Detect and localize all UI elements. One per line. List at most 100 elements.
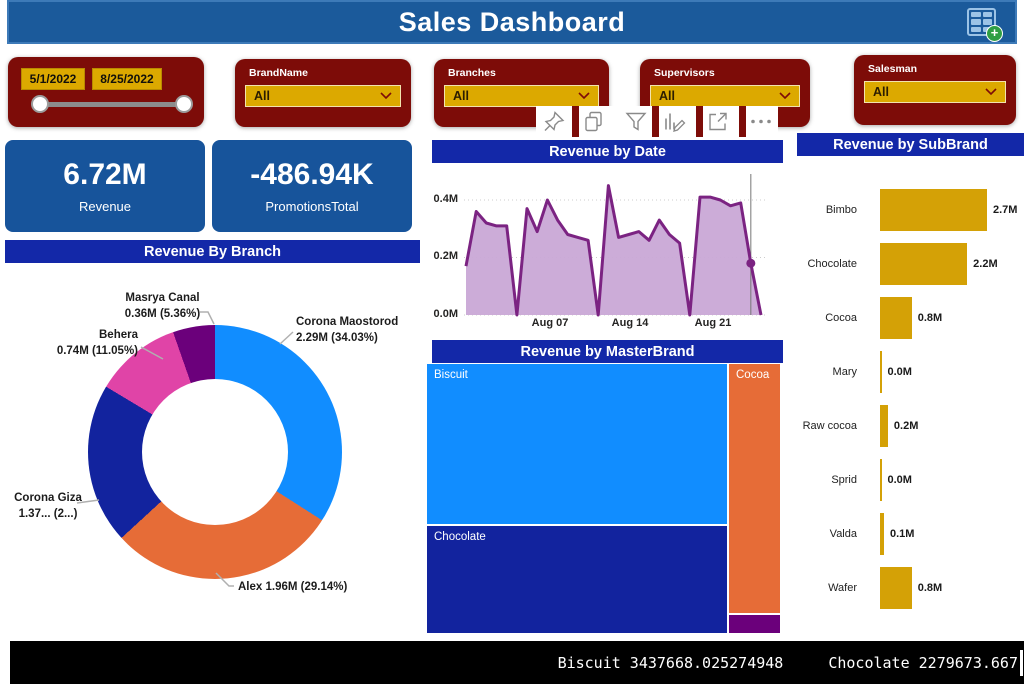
- bar-row-valda[interactable]: Valda 0.1M: [795, 507, 1024, 561]
- treemap-tile-other[interactable]: [729, 615, 780, 633]
- date-start-input[interactable]: 5/1/2022: [21, 68, 85, 90]
- bar-value: 2.7M: [993, 204, 1018, 216]
- more-options-icon[interactable]: [749, 109, 773, 134]
- slicer-branches-dropdown[interactable]: All: [444, 85, 599, 107]
- plus-badge-icon: +: [986, 25, 1003, 42]
- status-bar: Biscuit 3437668.025274948 Chocolate 2279…: [10, 641, 1024, 684]
- bar[interactable]: [880, 297, 912, 339]
- bar-chart-revenue-by-subbrand: Bimbo 2.7M Chocolate 2.2M Cocoa 0.8M Mar…: [795, 183, 1024, 615]
- page-title: Sales Dashboard: [398, 6, 626, 37]
- bar-value: 0.0M: [887, 474, 912, 486]
- header-bar: Sales Dashboard +: [7, 0, 1017, 44]
- x-axis-tick: Aug 14: [611, 317, 649, 329]
- donut-label-corona-maostorod: Corona Maostorod 2.29M (34.03%): [296, 316, 399, 344]
- slicer-supervisors-dropdown[interactable]: All: [650, 85, 800, 107]
- panel-title-revenue-by-masterbrand: Revenue by MasterBrand: [432, 340, 783, 363]
- status-item-biscuit: Biscuit 3437668.025274948: [557, 653, 784, 672]
- bar-row-chocolate[interactable]: Chocolate 2.2M: [795, 237, 1024, 291]
- bar-row-raw-cocoa[interactable]: Raw cocoa 0.2M: [795, 399, 1024, 453]
- bar-row-sprid[interactable]: Sprid 0.0M: [795, 453, 1024, 507]
- focus-mode-icon[interactable]: [706, 109, 730, 134]
- kpi-revenue-value: 6.72M: [63, 158, 147, 191]
- pin-icon[interactable]: [542, 109, 566, 134]
- bar-value: 0.8M: [917, 312, 943, 324]
- y-axis-tick: 0.4M: [433, 193, 458, 205]
- bar-category: Sprid: [831, 474, 857, 486]
- chevron-down-icon: [985, 88, 997, 96]
- donut-chart-revenue-by-branch[interactable]: [88, 325, 342, 579]
- bar-category: Wafer: [828, 582, 857, 594]
- slicer-salesman-label: Salesman: [868, 63, 918, 75]
- toolbar-gap: [652, 106, 659, 137]
- bar-row-wafer[interactable]: Wafer 0.8M: [795, 561, 1024, 615]
- slicer-brandname-dropdown[interactable]: All: [245, 85, 401, 107]
- bar-category: Valda: [829, 528, 857, 540]
- bar-value: 2.2M: [973, 258, 998, 270]
- x-axis-tick: Aug 07: [531, 317, 569, 329]
- slicer-salesman-value: All: [873, 85, 889, 99]
- bar[interactable]: [880, 405, 888, 447]
- area-chart-revenue-by-date[interactable]: [462, 168, 767, 328]
- text-cursor: [1020, 650, 1023, 676]
- slicer-branches-label: Branches: [448, 67, 496, 79]
- slicer-branches-value: All: [453, 89, 469, 103]
- donut-label-masrya-canal: Masrya Canal 0.36M (5.36%): [124, 292, 201, 320]
- status-item-chocolate: Chocolate 2279673.667: [828, 653, 1018, 672]
- bar-category: Raw cocoa: [802, 420, 857, 432]
- slicer-supervisors-value: All: [659, 89, 675, 103]
- chevron-down-icon: [380, 92, 392, 100]
- chevron-down-icon: [779, 92, 791, 100]
- kpi-promotions-value: -486.94K: [250, 158, 374, 191]
- y-axis-tick: 0.0M: [433, 308, 458, 320]
- slicer-brandname: BrandName All: [235, 59, 411, 127]
- bar-category: Bimbo: [825, 204, 857, 216]
- copy-icon[interactable]: [582, 109, 606, 134]
- bar[interactable]: [880, 243, 968, 285]
- slicer-brandname-label: BrandName: [249, 67, 308, 79]
- panel-title-revenue-by-branch: Revenue By Branch: [5, 240, 420, 263]
- filter-icon[interactable]: [624, 109, 648, 134]
- treemap-revenue-by-masterbrand: Biscuit Chocolate Cocoa: [427, 364, 780, 633]
- table-add-icon[interactable]: +: [967, 8, 1003, 42]
- bar-value: 0.1M: [889, 528, 915, 540]
- slicer-supervisors-label: Supervisors: [654, 67, 715, 79]
- bar-row-bimbo[interactable]: Bimbo 2.7M: [795, 183, 1024, 237]
- kpi-revenue-label: Revenue: [78, 199, 132, 214]
- bar[interactable]: [880, 513, 884, 555]
- date-slider-handle-end[interactable]: [175, 95, 193, 113]
- donut-label-alex: Alex 1.96M (29.14%): [238, 581, 348, 593]
- bar[interactable]: [880, 567, 912, 609]
- kpi-card-revenue: 6.72M Revenue: [5, 140, 205, 232]
- y-axis-tick: 0.2M: [433, 250, 458, 262]
- slicer-salesman: Salesman All: [854, 55, 1016, 125]
- bar-value: 0.8M: [917, 582, 943, 594]
- kpi-promotions-label: PromotionsTotal: [265, 199, 359, 214]
- bar-category: Mary: [832, 366, 857, 378]
- panel-title-revenue-by-date: Revenue by Date: [432, 140, 783, 163]
- visual-hover-toolbar: [536, 106, 778, 137]
- donut-label-corona-giza: Corona Giza 1.37... (2...): [14, 492, 82, 520]
- edit-chart-icon[interactable]: [662, 109, 686, 134]
- bar[interactable]: [880, 189, 987, 231]
- bar[interactable]: [880, 459, 882, 501]
- panel-title-revenue-by-subbrand: Revenue by SubBrand: [797, 133, 1024, 156]
- slicer-salesman-dropdown[interactable]: All: [864, 81, 1006, 103]
- toolbar-gap: [696, 106, 703, 137]
- treemap-tile-chocolate[interactable]: Chocolate: [427, 526, 727, 633]
- bar-row-cocoa[interactable]: Cocoa 0.8M: [795, 291, 1024, 345]
- date-slider-handle-start[interactable]: [31, 95, 49, 113]
- chevron-down-icon: [578, 92, 590, 100]
- date-slider-track[interactable]: [40, 102, 184, 107]
- toolbar-gap: [572, 106, 579, 137]
- donut-label-behera: Behera 0.74M (11.05%): [56, 329, 138, 357]
- treemap-tile-cocoa[interactable]: Cocoa: [729, 364, 780, 613]
- date-end-input[interactable]: 8/25/2022: [92, 68, 162, 90]
- treemap-tile-biscuit[interactable]: Biscuit: [427, 364, 727, 524]
- bar-value: 0.0M: [887, 366, 912, 378]
- date-range-slicer: 5/1/2022 8/25/2022: [8, 57, 204, 127]
- bar-value: 0.2M: [893, 420, 919, 432]
- toolbar-gap: [739, 106, 746, 137]
- bar[interactable]: [880, 351, 882, 393]
- bar-row-mary[interactable]: Mary 0.0M: [795, 345, 1024, 399]
